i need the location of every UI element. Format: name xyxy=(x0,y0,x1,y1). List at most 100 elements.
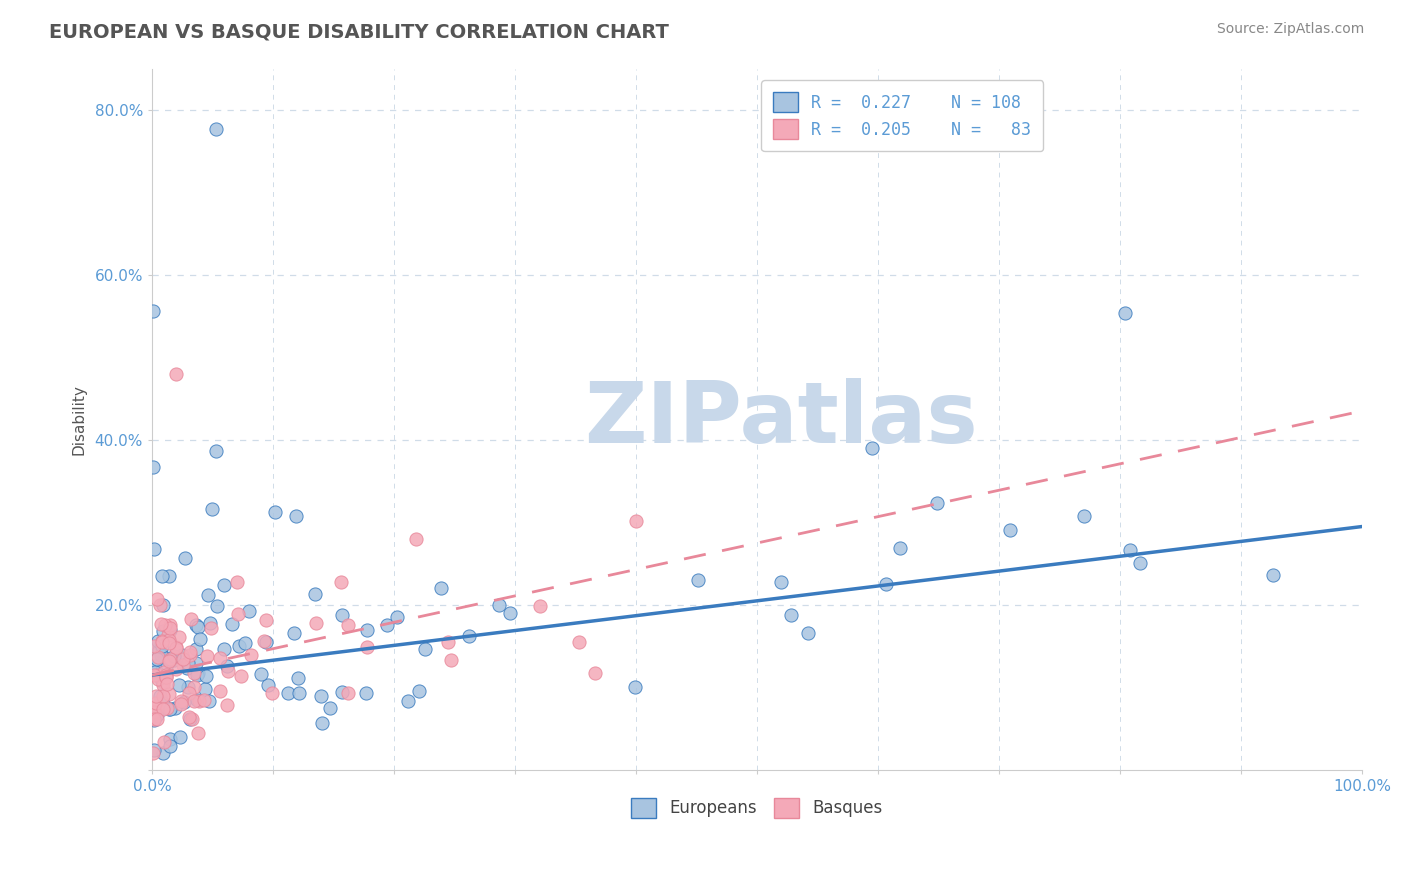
Point xyxy=(165,640,187,655)
Point xyxy=(143,712,166,726)
Point xyxy=(200,616,222,631)
Point xyxy=(179,712,201,726)
Point xyxy=(187,666,209,681)
Point xyxy=(172,658,194,673)
Point xyxy=(336,686,359,700)
Point xyxy=(1114,306,1136,320)
Point xyxy=(152,689,174,703)
Point xyxy=(142,460,165,475)
Point xyxy=(311,715,333,730)
Point xyxy=(212,642,235,657)
Point xyxy=(163,648,186,663)
Point xyxy=(155,670,177,684)
Point xyxy=(157,636,180,650)
Point xyxy=(780,607,803,622)
Point xyxy=(176,657,198,671)
Point xyxy=(195,669,218,683)
Point xyxy=(143,699,166,714)
Point xyxy=(150,635,173,649)
Point xyxy=(336,618,359,632)
Point xyxy=(159,652,181,666)
Point xyxy=(142,639,165,653)
Point xyxy=(165,662,187,676)
Point xyxy=(277,686,299,700)
Point xyxy=(149,598,172,612)
Point xyxy=(186,642,208,657)
Point xyxy=(184,656,207,670)
Text: ZIPatlas: ZIPatlas xyxy=(585,377,979,461)
Point xyxy=(159,621,181,635)
Point xyxy=(283,626,305,640)
Point xyxy=(165,367,187,381)
Point xyxy=(187,619,209,633)
Point xyxy=(195,648,218,663)
Point xyxy=(217,665,239,679)
Point xyxy=(408,684,430,698)
Point xyxy=(152,696,174,710)
Point xyxy=(1119,543,1142,558)
Point xyxy=(198,694,221,708)
Point xyxy=(169,677,191,691)
Point xyxy=(179,710,201,724)
Point xyxy=(167,630,190,644)
Point xyxy=(143,743,166,757)
Point xyxy=(254,635,277,649)
Point xyxy=(146,592,169,607)
Point xyxy=(152,649,174,664)
Point xyxy=(179,648,201,662)
Point xyxy=(499,607,522,621)
Point xyxy=(226,575,249,590)
Point xyxy=(214,578,236,592)
Point xyxy=(169,694,191,708)
Point xyxy=(568,634,591,648)
Point xyxy=(152,735,174,749)
Point xyxy=(159,618,181,632)
Point xyxy=(142,706,165,720)
Point xyxy=(688,574,710,588)
Point xyxy=(927,495,949,509)
Point xyxy=(229,668,252,682)
Point xyxy=(436,634,458,648)
Point xyxy=(157,687,180,701)
Point xyxy=(152,702,174,716)
Point xyxy=(305,616,328,631)
Point xyxy=(330,684,353,698)
Point xyxy=(143,668,166,682)
Point xyxy=(252,633,274,648)
Point xyxy=(149,689,172,703)
Point xyxy=(152,678,174,692)
Point xyxy=(150,663,173,677)
Point xyxy=(304,587,326,601)
Point xyxy=(238,604,260,618)
Point xyxy=(200,621,222,635)
Point xyxy=(889,541,911,556)
Point xyxy=(170,697,193,711)
Point xyxy=(194,682,217,697)
Point xyxy=(188,694,211,708)
Point xyxy=(860,441,883,455)
Point xyxy=(155,668,177,682)
Point xyxy=(387,610,409,624)
Point xyxy=(174,551,197,566)
Point xyxy=(153,665,176,680)
Point xyxy=(356,623,378,637)
Point xyxy=(413,641,436,656)
Point xyxy=(233,635,256,649)
Point xyxy=(157,701,180,715)
Point xyxy=(150,633,173,648)
Point xyxy=(152,675,174,690)
Point xyxy=(624,680,647,694)
Point xyxy=(264,505,287,519)
Point xyxy=(183,694,205,708)
Point xyxy=(488,598,510,612)
Point xyxy=(142,713,165,727)
Point xyxy=(170,648,193,662)
Point xyxy=(156,628,179,642)
Point xyxy=(205,122,228,136)
Point xyxy=(156,701,179,715)
Point xyxy=(155,657,177,672)
Point xyxy=(146,672,169,686)
Point xyxy=(239,648,262,663)
Point xyxy=(319,701,342,715)
Text: Source: ZipAtlas.com: Source: ZipAtlas.com xyxy=(1216,22,1364,37)
